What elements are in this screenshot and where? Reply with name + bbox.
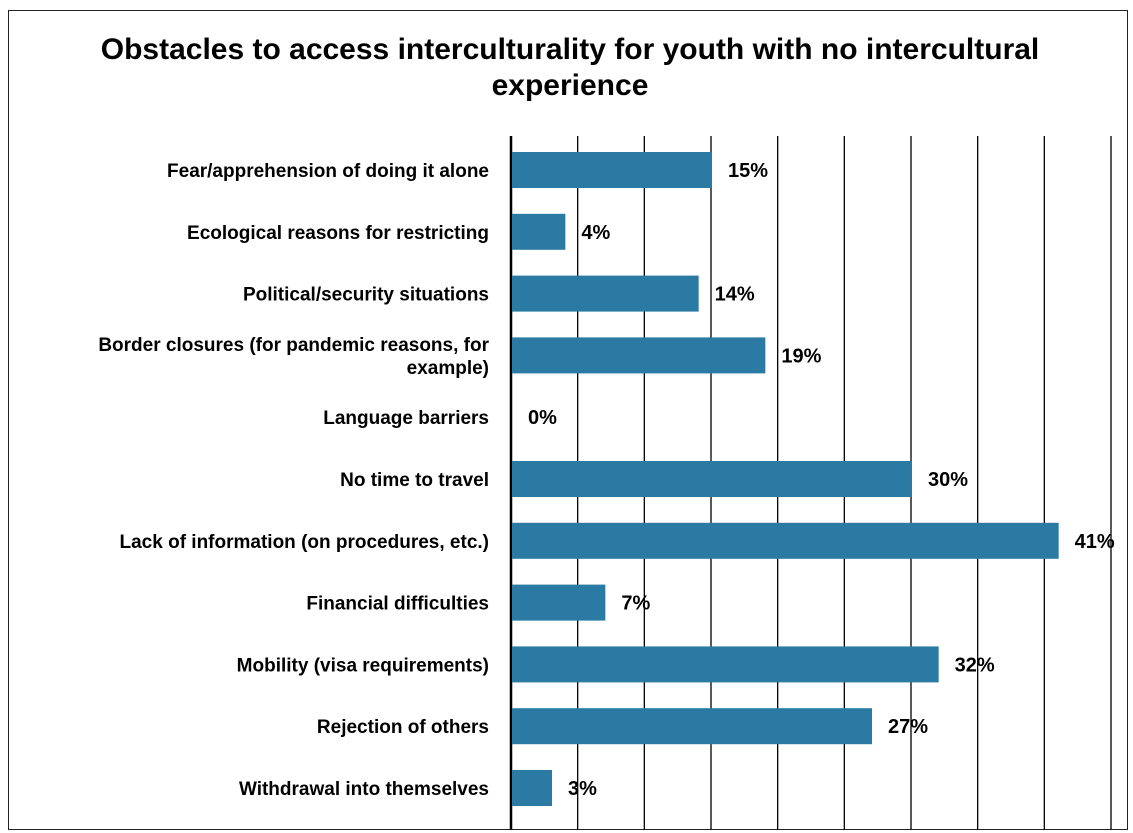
bar — [512, 461, 912, 497]
bar — [512, 770, 552, 806]
chart-frame — [8, 10, 1128, 830]
value-label: 27% — [888, 716, 928, 738]
category-label: Rejection of others — [317, 717, 489, 738]
value-label: 4% — [581, 222, 610, 244]
value-labels: 15% 4% 14% 19% 0% 30% 41% 7% 32% 27% 3% — [528, 160, 1115, 800]
value-label: 41% — [1075, 531, 1115, 553]
bars — [512, 152, 1059, 806]
bar — [512, 213, 566, 250]
category-label: Financial difficulties — [306, 594, 489, 615]
bar — [512, 522, 1059, 559]
category-label: Fear/apprehension of doing it alone — [167, 161, 489, 182]
value-label: 19% — [781, 345, 821, 367]
bar — [512, 275, 699, 312]
value-label: 7% — [621, 593, 650, 615]
category-label: Mobility (visa requirements) — [237, 655, 489, 676]
bar — [512, 584, 606, 621]
bar — [512, 152, 712, 188]
value-label: 32% — [955, 654, 995, 676]
category-label: Language barriers — [323, 408, 489, 429]
bar — [512, 646, 939, 683]
bar — [512, 708, 872, 745]
value-label: 15% — [728, 160, 768, 182]
category-label: No time to travel — [340, 470, 489, 491]
category-label: Withdrawal into themselves — [239, 779, 489, 800]
category-label: Ecological reasons for restricting — [187, 223, 489, 244]
category-labels: Fear/apprehension of doing it alone Ecolo… — [98, 161, 489, 800]
value-label: 3% — [568, 778, 597, 800]
category-label: Lack of information (on procedures, etc.… — [120, 532, 490, 553]
bar — [512, 337, 766, 374]
chart-title: Obstacles to access interculturality for… — [100, 33, 1040, 102]
category-label: Political/security situations — [243, 285, 489, 306]
value-label: 0% — [528, 407, 557, 429]
category-label: Border closures (for pandemic reasons, f… — [98, 335, 489, 379]
value-label: 30% — [928, 469, 968, 491]
value-label: 14% — [715, 284, 755, 306]
